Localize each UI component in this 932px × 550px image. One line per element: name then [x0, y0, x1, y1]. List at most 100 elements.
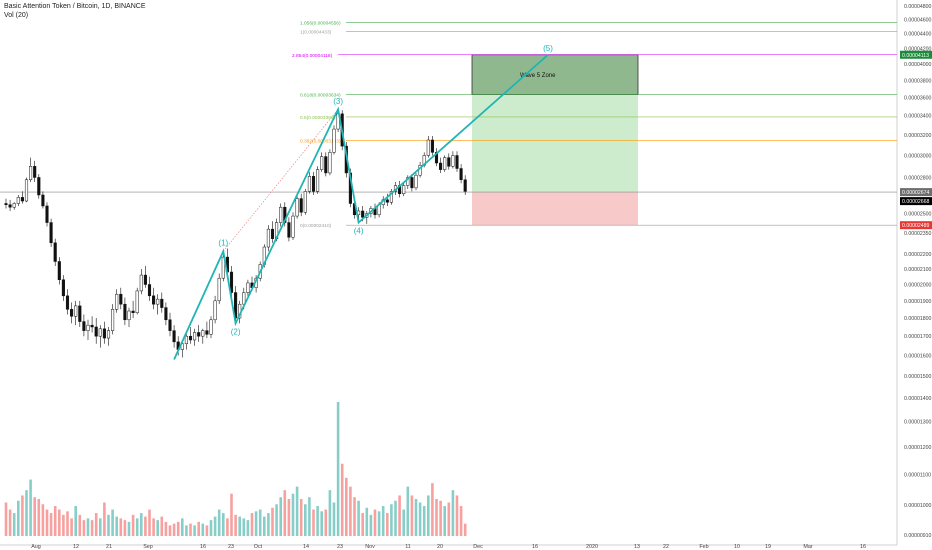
price-tick-label: 0.00001200: [904, 445, 932, 451]
volume-bar: [299, 498, 303, 536]
volume-bar: [357, 500, 360, 536]
volume-bar: [213, 516, 217, 536]
candle-body: [29, 166, 33, 180]
volume-bar: [74, 506, 77, 536]
candle-body: [24, 179, 29, 202]
candle-body: [143, 274, 147, 285]
candle-body: [135, 290, 139, 314]
price-tick-label: 0.00000910: [904, 533, 932, 539]
stop-loss-zone: [472, 192, 638, 226]
time-tick-label: 10: [734, 544, 740, 550]
price-tick-label: 0.00003000: [904, 154, 932, 160]
fib-level-label: 0.382(0.00003143): [300, 139, 341, 145]
volume-bar: [308, 497, 311, 536]
volume-bar: [365, 507, 369, 536]
price-tick-label: 0.00004800: [904, 4, 932, 10]
volume-bar: [398, 495, 401, 536]
candle-body: [106, 330, 111, 339]
candle-body: [78, 305, 82, 322]
candle-body: [213, 300, 217, 321]
candle-body: [16, 197, 20, 204]
profit-zone: [472, 94, 638, 193]
price-tick-label: 0.00004200: [904, 46, 932, 52]
volume-bar: [94, 513, 98, 536]
volume-bar: [242, 518, 246, 536]
volume-bar: [447, 502, 451, 536]
last-price-label: 0.00002674: [902, 190, 930, 196]
fib-level-label: 0.5(0.00003387): [300, 115, 336, 121]
volume-bar: [29, 479, 32, 536]
stop-price-label: 0.00002489: [902, 223, 930, 229]
stop-price-label-bg: [900, 221, 932, 230]
volume-bar: [271, 507, 274, 536]
volume-bar: [172, 523, 176, 536]
candle-body: [402, 185, 406, 195]
candle-body: [439, 162, 443, 170]
price-tick-label: 0.00001800: [904, 316, 932, 322]
time-tick-label: Oct: [254, 544, 263, 550]
volume-bar: [246, 520, 250, 536]
candle-body: [217, 277, 221, 302]
candle-body: [188, 335, 193, 341]
volume-bar: [99, 518, 102, 536]
volume-bar: [316, 506, 319, 536]
fib-level-label: 1.056(0.00004556): [300, 21, 341, 27]
candle-body: [33, 166, 37, 178]
candle-body: [266, 228, 270, 248]
candle-body: [49, 222, 53, 244]
candle-body: [82, 321, 86, 331]
volume-bar: [8, 509, 12, 536]
candle-body: [299, 198, 303, 213]
volume-bar: [349, 486, 352, 536]
candle-body: [4, 203, 8, 205]
volume-bar: [267, 513, 270, 536]
volume-bar: [107, 514, 110, 536]
price-tick-label: 0.00001300: [904, 420, 932, 426]
volume-bar: [238, 516, 241, 536]
time-tick-label: Sep: [143, 544, 153, 550]
time-tick-label: Nov: [365, 544, 375, 550]
time-tick-label: 22: [663, 544, 669, 550]
candle-body: [246, 282, 250, 293]
time-tick-label: Feb: [699, 544, 708, 550]
volume-bar: [25, 490, 28, 536]
candle-body: [86, 324, 90, 331]
volume-bar: [176, 521, 180, 536]
candle-body: [389, 191, 393, 203]
candle-body: [115, 293, 119, 310]
candle-body: [324, 156, 328, 174]
candle-body: [455, 155, 459, 169]
volume-bar: [103, 502, 106, 536]
volume-bar: [336, 402, 340, 536]
candle-body: [295, 198, 299, 217]
volume-bar: [41, 504, 45, 536]
volume-bar: [53, 506, 57, 536]
candle-body: [447, 157, 451, 167]
candle-body: [328, 152, 332, 174]
volume-bar: [459, 506, 463, 536]
candle-body: [410, 177, 414, 189]
volume-bar: [234, 514, 237, 536]
volume-bar: [4, 502, 8, 536]
target-price-label: 0.00004113: [902, 53, 929, 59]
current-price-label-bg: [900, 197, 932, 206]
candle-body: [193, 332, 197, 341]
volume-bar: [185, 525, 188, 536]
time-tick-label: Dec: [473, 544, 483, 550]
volume-bar: [279, 497, 282, 536]
candle-body: [205, 330, 209, 335]
time-tick-label: 16: [532, 544, 538, 550]
time-tick-label: Aug: [31, 544, 41, 550]
candle-body: [147, 284, 152, 297]
volume-bar: [373, 509, 377, 536]
volume-bar: [402, 509, 405, 536]
wave-5-zone-label: Wave 5 Zone: [520, 73, 556, 79]
volume-bar: [78, 514, 82, 536]
volume-bar: [427, 495, 430, 536]
candle-body: [229, 271, 234, 293]
time-tick-label: 20: [437, 544, 443, 550]
wave-label: (4): [354, 227, 364, 236]
volume-bar: [156, 520, 159, 536]
